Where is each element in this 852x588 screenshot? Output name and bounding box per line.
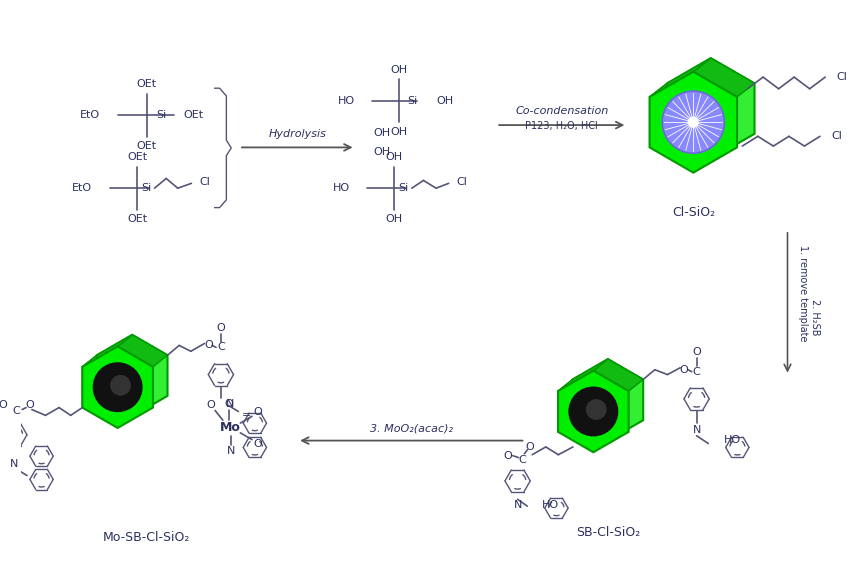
Polygon shape: [573, 359, 643, 440]
Polygon shape: [558, 359, 607, 391]
Text: N: N: [693, 425, 701, 435]
Text: C: C: [217, 342, 225, 352]
Text: OEt: OEt: [136, 79, 157, 89]
Text: O: O: [224, 399, 233, 409]
Circle shape: [586, 400, 606, 419]
Text: OH: OH: [373, 128, 390, 138]
Text: 3. MoO₂(acac)₂: 3. MoO₂(acac)₂: [370, 424, 452, 434]
Text: N: N: [227, 446, 235, 456]
Text: Si: Si: [141, 183, 151, 193]
Text: OH: OH: [390, 127, 408, 137]
Text: Mo: Mo: [220, 422, 241, 435]
Text: OEt: OEt: [127, 214, 147, 224]
Text: Cl: Cl: [837, 72, 848, 82]
Polygon shape: [649, 72, 737, 173]
Polygon shape: [118, 335, 168, 367]
Text: O: O: [692, 348, 701, 358]
Circle shape: [94, 363, 142, 412]
Text: Si: Si: [398, 183, 408, 193]
Text: =: =: [241, 410, 250, 420]
Text: O: O: [0, 400, 7, 410]
Text: HO: HO: [332, 183, 349, 193]
Text: Co-condensation: Co-condensation: [515, 105, 608, 115]
Text: N: N: [226, 399, 234, 409]
Text: Cl-SiO₂: Cl-SiO₂: [671, 206, 715, 219]
Text: OH: OH: [390, 65, 408, 75]
Polygon shape: [97, 335, 168, 416]
Polygon shape: [558, 370, 629, 452]
Text: OH: OH: [373, 147, 390, 157]
Polygon shape: [83, 355, 97, 407]
Circle shape: [569, 387, 618, 436]
Polygon shape: [649, 58, 711, 97]
Text: HO: HO: [542, 500, 559, 510]
Text: 1. remove template: 1. remove template: [798, 245, 808, 341]
Text: OEt: OEt: [136, 142, 157, 152]
Circle shape: [662, 91, 724, 153]
Text: SB-Cl-SiO₂: SB-Cl-SiO₂: [576, 526, 640, 539]
Text: OEt: OEt: [184, 111, 204, 121]
Polygon shape: [694, 58, 755, 97]
Polygon shape: [83, 335, 132, 367]
Text: O: O: [216, 323, 225, 333]
Text: Hydrolysis: Hydrolysis: [268, 129, 326, 139]
Polygon shape: [83, 346, 153, 428]
Text: O: O: [526, 442, 534, 452]
Polygon shape: [649, 83, 667, 148]
Text: O: O: [253, 439, 262, 449]
Text: OH: OH: [386, 214, 403, 224]
Text: C: C: [519, 455, 527, 465]
Circle shape: [111, 376, 130, 395]
Text: N: N: [514, 500, 521, 510]
Text: OH: OH: [386, 152, 403, 162]
Text: OH: OH: [436, 96, 453, 106]
Polygon shape: [667, 58, 755, 159]
Text: HO: HO: [724, 435, 741, 445]
Polygon shape: [593, 359, 643, 391]
Text: Cl: Cl: [457, 178, 468, 188]
Circle shape: [688, 118, 698, 127]
Text: Cl: Cl: [199, 178, 210, 188]
Text: O: O: [26, 400, 34, 410]
Polygon shape: [558, 379, 573, 432]
Text: 2. H₂SB: 2. H₂SB: [809, 299, 820, 336]
Text: HO: HO: [337, 96, 354, 106]
Text: O: O: [504, 450, 512, 460]
Text: OEt: OEt: [127, 152, 147, 162]
Text: EtO: EtO: [72, 183, 92, 193]
Text: C: C: [13, 406, 20, 416]
Text: Si: Si: [407, 96, 417, 106]
Text: Cl: Cl: [832, 131, 843, 141]
Text: O: O: [253, 407, 262, 417]
Text: Si: Si: [157, 111, 167, 121]
Text: O: O: [680, 365, 688, 375]
Text: P123, H₂O, HCl: P123, H₂O, HCl: [526, 121, 598, 131]
Text: C: C: [693, 367, 700, 377]
Text: O: O: [207, 400, 216, 410]
Text: O: O: [204, 340, 213, 350]
Text: EtO: EtO: [80, 111, 101, 121]
Text: N: N: [10, 459, 19, 469]
Text: Mo-SB-Cl-SiO₂: Mo-SB-Cl-SiO₂: [103, 531, 191, 544]
